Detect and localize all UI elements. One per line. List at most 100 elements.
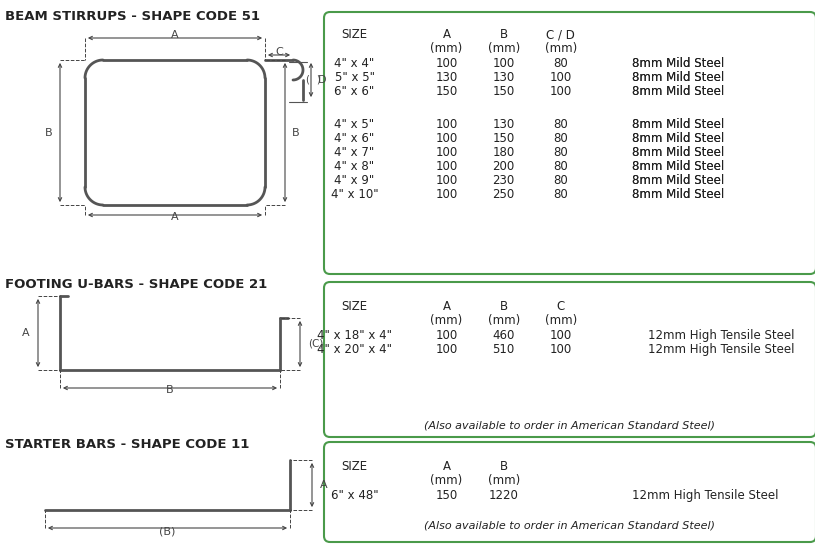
Text: 100: 100 — [435, 57, 458, 70]
Text: SIZE: SIZE — [341, 460, 368, 473]
Text: B: B — [166, 385, 174, 395]
Text: 100: 100 — [435, 343, 458, 356]
Text: (B): (B) — [159, 527, 176, 537]
FancyBboxPatch shape — [324, 282, 815, 437]
Text: 4" x 4": 4" x 4" — [334, 57, 375, 70]
Text: (mm): (mm) — [430, 474, 463, 487]
Text: BEAM STIRRUPS - SHAPE CODE 51: BEAM STIRRUPS - SHAPE CODE 51 — [5, 10, 260, 23]
Text: 8mm Mild Steel: 8mm Mild Steel — [632, 174, 724, 187]
Text: 4" x 20" x 4": 4" x 20" x 4" — [317, 343, 392, 356]
Text: 8mm Mild Steel: 8mm Mild Steel — [632, 85, 724, 98]
Text: D: D — [318, 75, 327, 85]
Text: 12mm High Tensile Steel: 12mm High Tensile Steel — [632, 489, 778, 502]
Text: C / D: C / D — [546, 28, 575, 41]
Text: 4" x 7": 4" x 7" — [334, 146, 375, 159]
Text: 100: 100 — [435, 146, 458, 159]
Text: (mm): (mm) — [544, 42, 577, 55]
Text: 150: 150 — [435, 85, 458, 98]
Text: 4" x 10": 4" x 10" — [331, 188, 378, 201]
Text: 8mm Mild Steel: 8mm Mild Steel — [632, 57, 724, 70]
Text: A: A — [320, 480, 328, 490]
Text: C: C — [557, 300, 565, 313]
Text: 100: 100 — [435, 188, 458, 201]
Text: C: C — [275, 47, 283, 57]
Text: B: B — [292, 128, 300, 138]
Text: A: A — [171, 212, 178, 222]
Text: 100: 100 — [492, 57, 515, 70]
Text: 80: 80 — [553, 57, 568, 70]
Text: (Also available to order in American Standard Steel): (Also available to order in American Sta… — [425, 520, 716, 530]
Text: 8mm Mild Steel: 8mm Mild Steel — [632, 188, 724, 201]
Text: 1220: 1220 — [489, 489, 518, 502]
Text: 510: 510 — [492, 343, 515, 356]
Text: 5" x 5": 5" x 5" — [334, 71, 375, 84]
FancyBboxPatch shape — [324, 442, 815, 542]
Text: 80: 80 — [553, 174, 568, 187]
Text: 8mm Mild Steel: 8mm Mild Steel — [632, 132, 724, 145]
Text: 8mm Mild Steel: 8mm Mild Steel — [632, 174, 724, 187]
Text: 100: 100 — [435, 329, 458, 342]
Text: (: ( — [305, 74, 309, 84]
Text: 8mm Mild Steel: 8mm Mild Steel — [632, 118, 724, 131]
Text: 12mm High Tensile Steel: 12mm High Tensile Steel — [648, 329, 795, 342]
Text: 80: 80 — [553, 118, 568, 131]
Text: 80: 80 — [553, 146, 568, 159]
Text: 130: 130 — [435, 71, 458, 84]
Text: STARTER BARS - SHAPE CODE 11: STARTER BARS - SHAPE CODE 11 — [5, 438, 249, 451]
Text: B: B — [500, 460, 508, 473]
Text: A: A — [443, 28, 451, 41]
Text: 150: 150 — [492, 85, 515, 98]
FancyBboxPatch shape — [324, 12, 815, 274]
Text: 100: 100 — [435, 174, 458, 187]
Text: (C): (C) — [308, 339, 324, 349]
Text: 100: 100 — [549, 343, 572, 356]
Text: 100: 100 — [435, 160, 458, 173]
Text: A: A — [443, 300, 451, 313]
Text: (mm): (mm) — [430, 314, 463, 327]
Text: 250: 250 — [492, 188, 515, 201]
Text: 6" x 6": 6" x 6" — [334, 85, 375, 98]
Text: 100: 100 — [549, 329, 572, 342]
Text: 8mm Mild Steel: 8mm Mild Steel — [632, 85, 724, 98]
Text: 8mm Mild Steel: 8mm Mild Steel — [632, 132, 724, 145]
Text: B: B — [44, 128, 52, 138]
Text: (mm): (mm) — [544, 314, 577, 327]
Text: A: A — [443, 460, 451, 473]
Text: FOOTING U-BARS - SHAPE CODE 21: FOOTING U-BARS - SHAPE CODE 21 — [5, 278, 267, 291]
Text: 4" x 9": 4" x 9" — [334, 174, 375, 187]
Text: B: B — [500, 300, 508, 313]
Text: (mm): (mm) — [487, 474, 520, 487]
Text: 100: 100 — [435, 132, 458, 145]
Text: 80: 80 — [553, 188, 568, 201]
Text: 100: 100 — [435, 118, 458, 131]
Text: 4" x 8": 4" x 8" — [334, 160, 375, 173]
Text: SIZE: SIZE — [341, 300, 368, 313]
Text: 230: 230 — [492, 174, 515, 187]
Text: 130: 130 — [492, 71, 515, 84]
Text: 12mm High Tensile Steel: 12mm High Tensile Steel — [648, 343, 795, 356]
Text: 6" x 48": 6" x 48" — [331, 489, 378, 502]
Text: ): ) — [316, 74, 319, 84]
Text: 4" x 18" x 4": 4" x 18" x 4" — [317, 329, 392, 342]
Text: 4" x 5": 4" x 5" — [334, 118, 375, 131]
Text: 150: 150 — [435, 489, 458, 502]
Text: (Also available to order in American Standard Steel): (Also available to order in American Sta… — [425, 420, 716, 430]
Text: SIZE: SIZE — [341, 28, 368, 41]
Text: 80: 80 — [553, 132, 568, 145]
Text: 8mm Mild Steel: 8mm Mild Steel — [632, 146, 724, 159]
Text: A: A — [171, 30, 178, 40]
Text: 130: 130 — [492, 118, 515, 131]
Text: 8mm Mild Steel: 8mm Mild Steel — [632, 57, 724, 70]
Text: 100: 100 — [549, 85, 572, 98]
Text: A: A — [22, 328, 30, 338]
Text: 100: 100 — [549, 71, 572, 84]
Text: 8mm Mild Steel: 8mm Mild Steel — [632, 160, 724, 173]
Text: 8mm Mild Steel: 8mm Mild Steel — [632, 71, 724, 84]
Text: (mm): (mm) — [430, 42, 463, 55]
Text: (mm): (mm) — [487, 314, 520, 327]
Text: 8mm Mild Steel: 8mm Mild Steel — [632, 71, 724, 84]
Text: (mm): (mm) — [487, 42, 520, 55]
Text: 4" x 6": 4" x 6" — [334, 132, 375, 145]
Text: 460: 460 — [492, 329, 515, 342]
Text: 150: 150 — [492, 132, 515, 145]
